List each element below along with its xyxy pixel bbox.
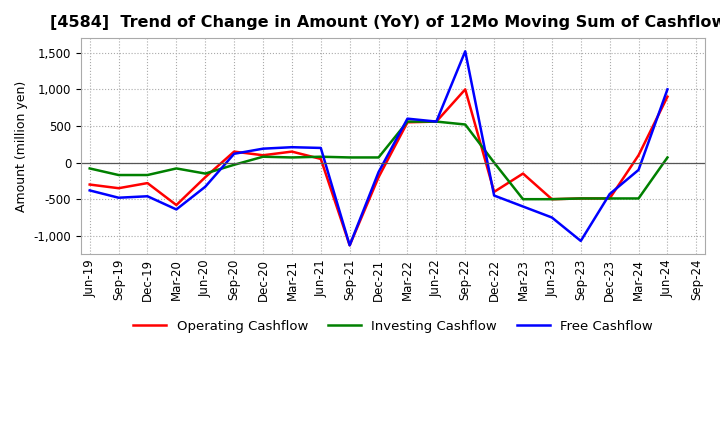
- Operating Cashflow: [346, 243, 354, 248]
- Operating Cashflow: [317, 156, 325, 161]
- Free Cashflow: [201, 184, 210, 189]
- Free Cashflow: [114, 195, 123, 200]
- Investing Cashflow: [518, 197, 527, 202]
- Investing Cashflow: [461, 122, 469, 127]
- Operating Cashflow: [518, 171, 527, 176]
- Operating Cashflow: [172, 202, 181, 208]
- Free Cashflow: [490, 193, 498, 198]
- Free Cashflow: [606, 191, 614, 197]
- Investing Cashflow: [143, 172, 152, 178]
- Free Cashflow: [317, 145, 325, 150]
- Operating Cashflow: [461, 87, 469, 92]
- Operating Cashflow: [663, 94, 672, 99]
- Line: Free Cashflow: Free Cashflow: [90, 51, 667, 246]
- Investing Cashflow: [346, 155, 354, 160]
- Investing Cashflow: [374, 155, 383, 160]
- Investing Cashflow: [634, 196, 643, 201]
- Operating Cashflow: [606, 196, 614, 201]
- Free Cashflow: [548, 215, 557, 220]
- Operating Cashflow: [374, 175, 383, 180]
- Operating Cashflow: [432, 119, 441, 124]
- Free Cashflow: [634, 167, 643, 172]
- Line: Investing Cashflow: Investing Cashflow: [90, 121, 667, 199]
- Investing Cashflow: [577, 196, 585, 201]
- Line: Operating Cashflow: Operating Cashflow: [90, 89, 667, 246]
- Free Cashflow: [374, 169, 383, 175]
- Free Cashflow: [663, 87, 672, 92]
- Operating Cashflow: [143, 180, 152, 186]
- Free Cashflow: [577, 238, 585, 244]
- Investing Cashflow: [86, 166, 94, 171]
- Operating Cashflow: [230, 149, 238, 154]
- Free Cashflow: [403, 116, 412, 121]
- Investing Cashflow: [490, 160, 498, 165]
- Legend: Operating Cashflow, Investing Cashflow, Free Cashflow: Operating Cashflow, Investing Cashflow, …: [127, 315, 658, 338]
- Free Cashflow: [172, 207, 181, 212]
- Investing Cashflow: [548, 197, 557, 202]
- Investing Cashflow: [201, 171, 210, 176]
- Investing Cashflow: [230, 162, 238, 167]
- Investing Cashflow: [258, 154, 267, 159]
- Free Cashflow: [287, 145, 296, 150]
- Free Cashflow: [143, 194, 152, 199]
- Free Cashflow: [518, 204, 527, 209]
- Investing Cashflow: [317, 154, 325, 159]
- Operating Cashflow: [258, 153, 267, 158]
- Investing Cashflow: [287, 155, 296, 160]
- Free Cashflow: [461, 49, 469, 54]
- Operating Cashflow: [403, 120, 412, 125]
- Operating Cashflow: [201, 175, 210, 180]
- Investing Cashflow: [663, 155, 672, 160]
- Investing Cashflow: [172, 166, 181, 171]
- Investing Cashflow: [606, 196, 614, 201]
- Investing Cashflow: [403, 119, 412, 124]
- Operating Cashflow: [287, 149, 296, 154]
- Y-axis label: Amount (million yen): Amount (million yen): [15, 81, 28, 212]
- Free Cashflow: [230, 151, 238, 157]
- Free Cashflow: [86, 188, 94, 193]
- Investing Cashflow: [432, 119, 441, 124]
- Free Cashflow: [346, 243, 354, 248]
- Free Cashflow: [432, 119, 441, 124]
- Operating Cashflow: [548, 197, 557, 202]
- Operating Cashflow: [577, 196, 585, 201]
- Operating Cashflow: [490, 189, 498, 194]
- Free Cashflow: [258, 146, 267, 151]
- Title: [4584]  Trend of Change in Amount (YoY) of 12Mo Moving Sum of Cashflows: [4584] Trend of Change in Amount (YoY) o…: [50, 15, 720, 30]
- Operating Cashflow: [86, 182, 94, 187]
- Operating Cashflow: [114, 186, 123, 191]
- Operating Cashflow: [634, 153, 643, 158]
- Investing Cashflow: [114, 172, 123, 178]
